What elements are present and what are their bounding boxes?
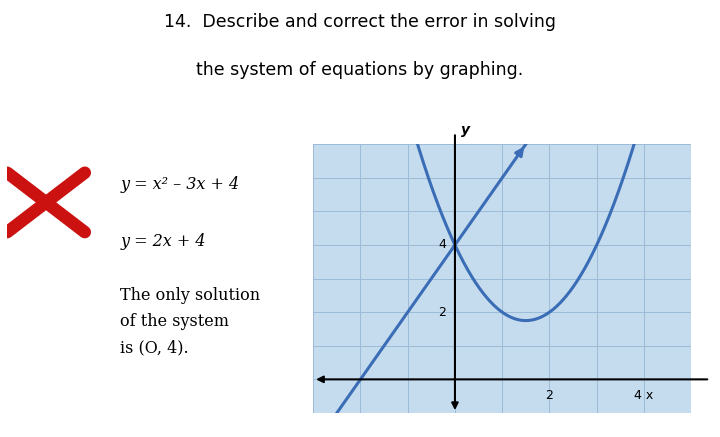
Text: y = x² – 3x + 4: y = x² – 3x + 4 [120, 176, 239, 193]
Text: y: y [461, 123, 470, 137]
Text: 4 x: 4 x [634, 389, 654, 402]
Text: 4: 4 [438, 239, 446, 251]
Text: 14.  Describe and correct the error in solving: 14. Describe and correct the error in so… [164, 13, 556, 31]
Text: The only solution
of the system
is (O, 4).: The only solution of the system is (O, 4… [120, 287, 260, 356]
Text: the system of equations by graphing.: the system of equations by graphing. [197, 61, 523, 79]
Text: y = 2x + 4: y = 2x + 4 [120, 232, 206, 250]
Text: 2: 2 [546, 389, 554, 402]
Text: 2: 2 [438, 306, 446, 319]
